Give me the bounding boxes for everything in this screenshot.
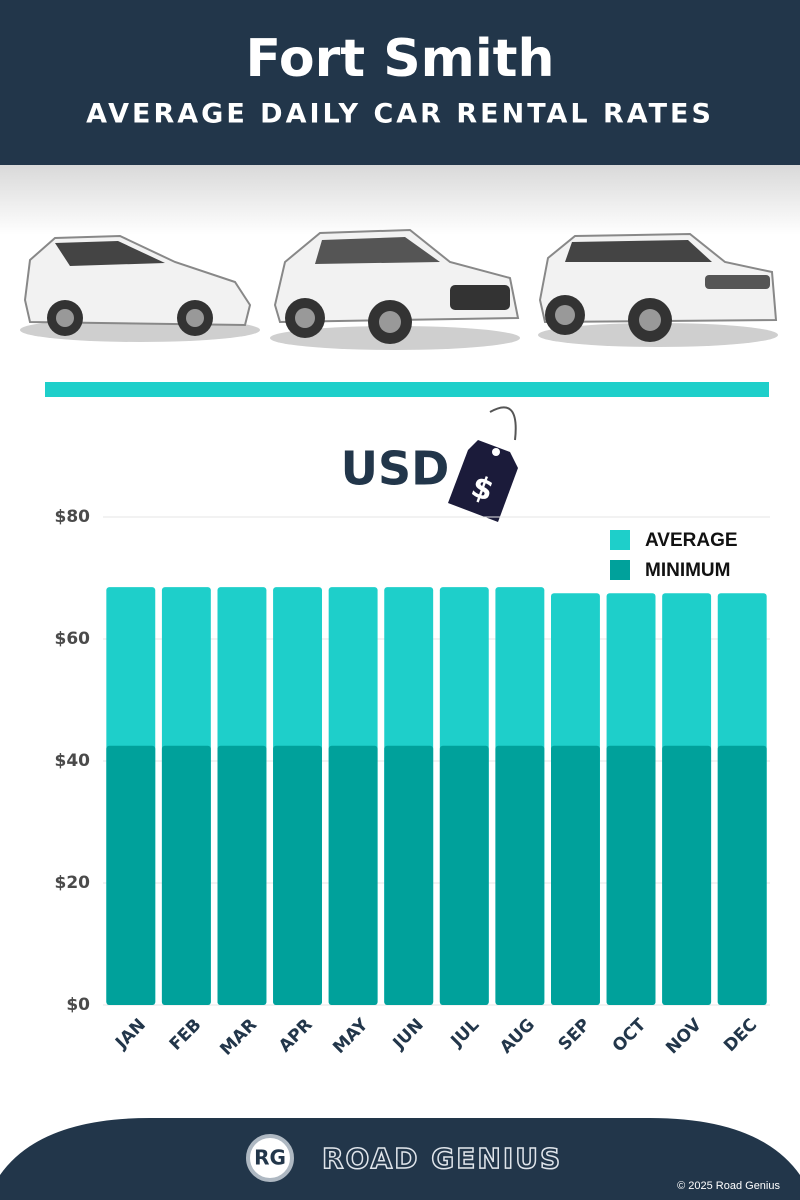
bar	[161, 745, 211, 1005]
legend-label: AVERAGE	[645, 530, 738, 551]
car-crossover	[538, 232, 778, 347]
logo-circle	[246, 1134, 294, 1182]
bar	[217, 745, 267, 1005]
bar	[606, 745, 656, 1005]
x-tick-label: JAN	[111, 1015, 150, 1054]
x-tick-label: FEB	[166, 1015, 206, 1055]
accent-bar	[45, 382, 769, 397]
x-tick-label: JUN	[389, 1015, 428, 1054]
legend-label: MINIMUM	[645, 560, 730, 581]
x-tick-label: MAR	[216, 1015, 261, 1060]
copyright: © 2025 Road Genius	[677, 1180, 780, 1192]
x-tick-label: APR	[275, 1015, 317, 1057]
x-tick-label: JUL	[447, 1015, 484, 1052]
title: Fort Smith	[245, 29, 554, 89]
price-tag: $	[448, 406, 518, 522]
brand: ROAD GENIUS	[322, 1142, 562, 1175]
legend-swatch	[610, 560, 630, 580]
bar	[717, 745, 767, 1005]
x-tick-label: AUG	[496, 1015, 539, 1058]
y-tick-label: $0	[66, 995, 90, 1015]
car-hatchback	[20, 234, 260, 342]
x-tick-label: DEC	[720, 1015, 761, 1056]
y-tick-label: $60	[55, 629, 91, 649]
unit-label: USD	[341, 442, 450, 496]
x-tick-label: MAY	[329, 1014, 372, 1057]
x-tick-label: OCT	[609, 1015, 651, 1057]
bar	[662, 745, 712, 1005]
header-band	[0, 0, 800, 165]
y-tick-label: $80	[55, 507, 91, 527]
y-tick-label: $40	[55, 751, 91, 771]
bar	[439, 745, 489, 1005]
footer-band	[0, 1118, 800, 1200]
car-suv	[270, 228, 520, 350]
bar	[551, 745, 600, 1005]
subtitle: AVERAGE DAILY CAR RENTAL RATES	[86, 99, 714, 130]
bar	[328, 745, 378, 1005]
bar	[495, 745, 545, 1005]
legend-swatch	[610, 530, 630, 550]
y-tick-label: $20	[55, 873, 91, 893]
logo-mark: RG	[254, 1146, 286, 1170]
x-tick-label: NOV	[662, 1014, 706, 1058]
x-tick-label: SEP	[555, 1015, 595, 1055]
bar	[273, 745, 322, 1005]
bar	[384, 745, 434, 1005]
bar	[106, 745, 156, 1005]
